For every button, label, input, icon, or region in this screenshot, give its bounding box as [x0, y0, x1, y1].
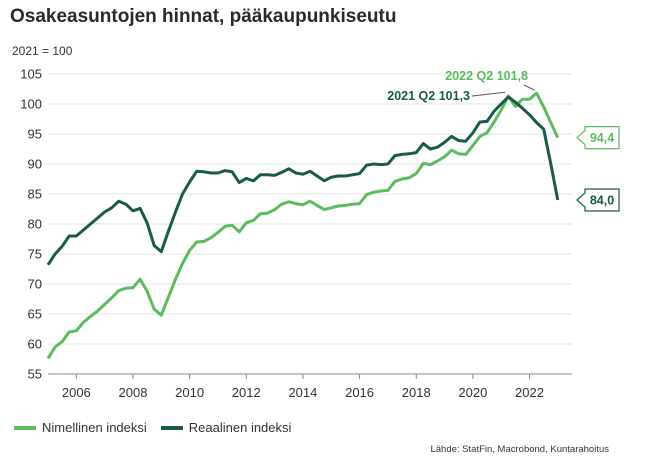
- end-label-text: 84,0: [590, 194, 614, 208]
- legend: Nimellinen indeksi Reaalinen indeksi: [14, 420, 291, 435]
- y-tick-65: 65: [28, 307, 42, 322]
- x-tick-2018: 2018: [402, 385, 431, 400]
- annotation-leader-real: [471, 91, 506, 97]
- y-tick-60: 60: [28, 337, 42, 352]
- x-tick-2010: 2010: [175, 385, 204, 400]
- end-label-box: [576, 188, 620, 212]
- legend-item-real: Reaalinen indeksi: [160, 420, 292, 435]
- end-label-text: 94,4: [590, 131, 614, 145]
- x-tick-2020: 2020: [458, 385, 487, 400]
- y-tick-55: 55: [28, 367, 42, 382]
- y-tick-85: 85: [28, 187, 42, 202]
- chart-title: Osakeasuntojen hinnat, pääkaupunkiseutu: [10, 6, 397, 27]
- y-tick-80: 80: [28, 217, 42, 232]
- series-line-nominal: [46, 91, 560, 360]
- y-axis-unit-label: 2021 = 100: [12, 44, 73, 58]
- x-tick-2022: 2022: [515, 385, 544, 400]
- end-label-nominal: 94,4: [576, 126, 620, 150]
- legend-label-nominal: Nimellinen indeksi: [42, 420, 147, 435]
- x-tick-2006: 2006: [62, 385, 91, 400]
- end-value-labels: 94,4 84,0: [576, 126, 620, 212]
- y-tick-95: 95: [28, 127, 42, 142]
- legend-item-nominal: Nimellinen indeksi: [14, 420, 147, 435]
- x-tick-2008: 2008: [119, 385, 148, 400]
- y-tick-105: 105: [20, 67, 42, 82]
- end-label-box: [576, 126, 620, 150]
- x-tick-2012: 2012: [232, 385, 261, 400]
- x-tick-2016: 2016: [345, 385, 374, 400]
- grid-lines: [48, 73, 572, 379]
- y-tick-70: 70: [28, 277, 42, 292]
- series-line-real: [46, 95, 560, 266]
- y-tick-90: 90: [28, 157, 42, 172]
- y-tick-100: 100: [20, 97, 42, 112]
- annotations: 2022 Q2 101,8 2021 Q2 101,3: [387, 69, 535, 103]
- x-tick-2014: 2014: [288, 385, 317, 400]
- legend-swatch-real: [160, 425, 183, 430]
- series-lines: [46, 91, 560, 360]
- annotation-peak-real: 2021 Q2 101,3: [387, 89, 470, 103]
- legend-label-real: Reaalinen indeksi: [188, 420, 292, 435]
- x-tick-labels: 2006 2008 2010 2012 2014 2016 2018 2020 2022: [62, 385, 544, 400]
- annotation-peak-nominal: 2022 Q2 101,8: [445, 69, 528, 83]
- y-tick-75: 75: [28, 247, 42, 262]
- source-note: Lähde: StatFin, Macrobond, Kuntarahoitus: [430, 444, 609, 455]
- end-label-real: 84,0: [576, 188, 620, 212]
- y-tick-labels: 55 60 65 70 75 80 85 90 95 100 105: [20, 67, 42, 382]
- annotation-leader-nominal: [523, 84, 535, 91]
- legend-swatch-nominal: [14, 425, 36, 430]
